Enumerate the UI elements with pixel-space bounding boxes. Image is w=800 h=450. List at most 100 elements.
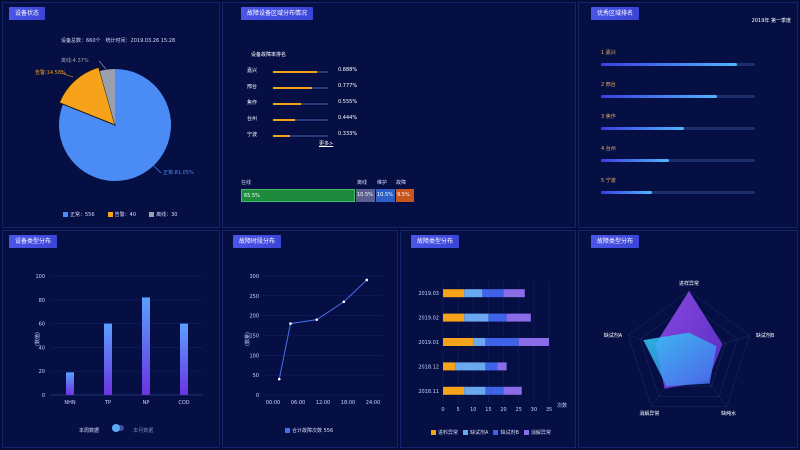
- x-tick-label: 25: [516, 407, 522, 413]
- legend-item[interactable]: 缺试剂A: [463, 429, 488, 436]
- legend-item[interactable]: 消解异常: [523, 429, 551, 436]
- legend-normal[interactable]: 正常：556: [63, 211, 95, 218]
- stacked-bar-segment[interactable]: [443, 362, 456, 371]
- y-tick-label: 0: [256, 393, 259, 399]
- ranking-item[interactable]: 4 台州: [601, 145, 755, 165]
- bar-NHN[interactable]: [66, 372, 74, 395]
- region-name: 焦作: [247, 100, 258, 106]
- panel-title: 故障类型分布: [411, 235, 460, 248]
- fault-rate-row[interactable]: 台州 0.444%: [247, 115, 367, 125]
- x-tick-label: 24:00: [366, 400, 380, 406]
- radar-indicator-label: 消解异常: [639, 410, 659, 417]
- stacked-bar-segment[interactable]: [485, 386, 504, 395]
- rate-value: 0.555%: [338, 99, 358, 105]
- fault-rate-row[interactable]: 宁波 0.333%: [247, 131, 367, 141]
- radar-area[interactable]: [643, 332, 717, 387]
- fault-type-stacked-bar-chart: 0 5 10 15 20 25 30 35 次数 2019.03 2019.02 2019.01 201…: [418, 281, 567, 413]
- status-online-seg: 65.5%: [241, 189, 355, 202]
- pie-legend: 正常：556 告警：40 离线：30: [63, 201, 185, 220]
- y-tick-label: 0: [42, 393, 45, 399]
- line-point[interactable]: [342, 300, 346, 304]
- stacked-bar-segment[interactable]: [464, 313, 489, 322]
- x-tick-label: 5: [457, 407, 460, 413]
- status-bar: 在线 离线 维护 故障 65.5% 10.5% 10.5% 9.5%: [239, 179, 417, 203]
- stacked-bar-segment[interactable]: [455, 362, 486, 371]
- stacked-bar-segment[interactable]: [503, 386, 522, 395]
- stacked-bar-segment[interactable]: [443, 289, 465, 298]
- device-summary: 设备总数：660个 统计时间：2019.03.26 15:28: [61, 38, 176, 44]
- fault-rate-row[interactable]: 邢台 0.777%: [247, 83, 367, 93]
- more-link[interactable]: 更多>: [319, 141, 334, 147]
- ranking-item[interactable]: 1 嘉兴: [601, 49, 755, 69]
- status-header-offline: 离线: [357, 180, 368, 186]
- line-point[interactable]: [289, 322, 292, 325]
- stacked-bar-segment[interactable]: [443, 386, 465, 395]
- stacked-bar-segment[interactable]: [503, 289, 525, 298]
- legend-toggle[interactable]: [112, 423, 125, 432]
- fault-time-panel: 故障时段分布 0 50 100 150 200 250 300 (数量) 00:00 06:00 1…: [222, 230, 398, 448]
- legend-alarm[interactable]: 告警：40: [107, 211, 136, 218]
- fault-rate-row[interactable]: 嘉兴 0.888%: [247, 67, 367, 77]
- stacked-bar-segment[interactable]: [443, 313, 465, 322]
- stacked-bar-segment[interactable]: [485, 362, 498, 371]
- line-legend[interactable]: 合计故障次数 556: [285, 417, 341, 436]
- x-tick-label: 10: [470, 407, 476, 413]
- pie-label-正常: 正常:81.05%: [163, 169, 194, 176]
- stacked-bar-segment[interactable]: [482, 289, 504, 298]
- panel-title: 故障设备区域分布情况: [241, 7, 314, 20]
- rate-value: 0.333%: [338, 131, 358, 137]
- legend-item[interactable]: 缺试剂B: [493, 429, 519, 436]
- legend-month[interactable]: 本月数据: [133, 428, 154, 434]
- line-point[interactable]: [315, 318, 319, 321]
- fault-rate-subtitle: 设备故障率排名: [251, 52, 287, 58]
- bar-TP[interactable]: [104, 323, 112, 395]
- stacked-bar-segment[interactable]: [464, 289, 483, 298]
- y-tick-label: 100: [249, 353, 259, 359]
- legend-offline[interactable]: 离线：30: [149, 211, 177, 218]
- stacked-bar-segment[interactable]: [518, 338, 549, 346]
- ranking-track: [601, 95, 755, 98]
- bar-NP[interactable]: [142, 297, 150, 395]
- legend-week[interactable]: 本周数据: [79, 428, 100, 434]
- stacked-bar-segment[interactable]: [506, 313, 531, 322]
- fault-rate-row[interactable]: 焦作 0.555%: [247, 99, 367, 109]
- panel-title: 优秀区域排名: [591, 7, 640, 20]
- stacked-bar-segment[interactable]: [485, 338, 519, 346]
- legend-item[interactable]: 进料异常: [431, 429, 458, 436]
- x-tick-label: 35: [546, 407, 552, 413]
- status-offline-seg: 10.5%: [356, 189, 375, 202]
- line-point[interactable]: [365, 278, 369, 282]
- pie-slice-告警[interactable]: [58, 66, 116, 126]
- ranking-item[interactable]: 2 邢台: [601, 81, 755, 101]
- status-header-fault: 故障: [396, 180, 407, 186]
- pie-chart: 正常:81.05% 告警:14.58% 离线:4.37%: [35, 57, 194, 181]
- device-status-panel: 设备状态 设备总数：660个 统计时间：2019.03.26 15:28 正常:…: [2, 2, 220, 228]
- x-tick-label: COD: [178, 400, 189, 406]
- ranking-item[interactable]: 3 焦作: [601, 113, 755, 133]
- y-tick-label: 2019.03: [418, 291, 439, 297]
- y-tick-label: 2019.02: [418, 316, 439, 322]
- stacked-bar-segment[interactable]: [497, 362, 507, 371]
- y-tick-label: 60: [39, 322, 45, 328]
- line-point[interactable]: [277, 377, 281, 381]
- y-tick-label: 2019.01: [418, 340, 439, 346]
- stacked-bar-segment[interactable]: [443, 338, 474, 346]
- ranking-fill: [601, 127, 685, 130]
- radar-indicator-label: 缺纯水: [721, 410, 736, 417]
- fault-region-panel: 故障设备区域分布情况 设备故障率排名 嘉兴 0.888% 邢台 0.777% 焦作 …: [222, 2, 576, 228]
- pie-slice-离线[interactable]: [99, 69, 115, 125]
- status-header-online: 在线: [241, 180, 252, 186]
- bar-COD[interactable]: [180, 323, 188, 395]
- y-tick-label: 40: [39, 345, 45, 351]
- x-tick-label: 15: [485, 407, 491, 413]
- ranking-item[interactable]: 5 宁波: [601, 177, 755, 197]
- y-tick-label: 200: [249, 314, 259, 320]
- fault-count-line[interactable]: [278, 279, 368, 380]
- x-tick-label: 0: [441, 407, 444, 413]
- y-tick-label: 80: [39, 298, 45, 304]
- stacked-bar-segment[interactable]: [473, 338, 486, 346]
- region-name: 邢台: [247, 84, 258, 90]
- stacked-bar-segment[interactable]: [464, 386, 486, 395]
- rate-bar: [273, 135, 290, 137]
- stacked-bar-segment[interactable]: [488, 313, 507, 322]
